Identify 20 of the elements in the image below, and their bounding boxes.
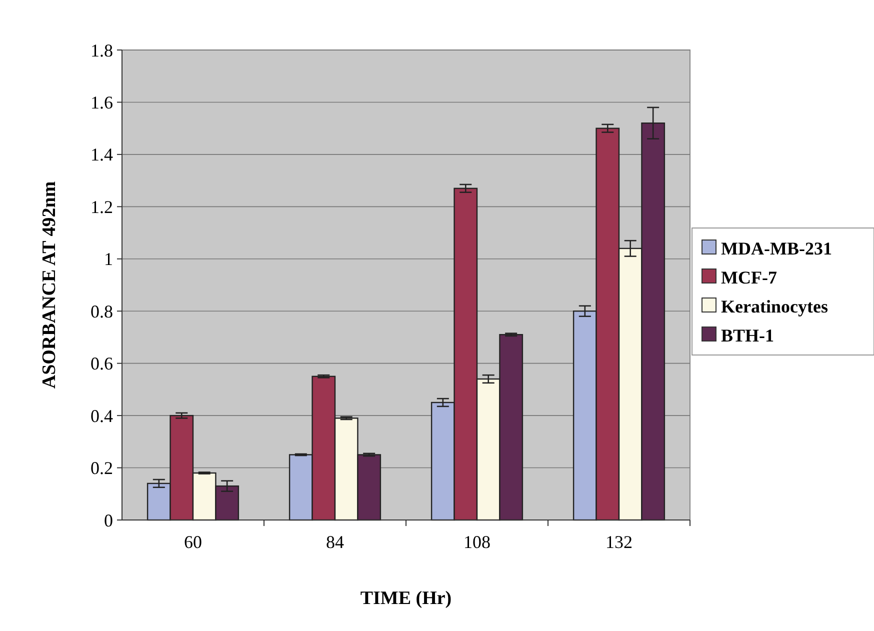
y-axis-title: ASORBANCE AT 492nm xyxy=(39,181,60,389)
x-axis-title: TIME (Hr) xyxy=(360,588,452,609)
y-tick-label: 0.8 xyxy=(90,301,113,322)
y-tick-label: 0.2 xyxy=(90,458,113,478)
y-tick-label: 0.6 xyxy=(90,354,113,374)
legend-label: MDA-MB-231 xyxy=(721,238,832,258)
y-tick-label: 1.4 xyxy=(90,144,113,165)
x-tick-label: 108 xyxy=(464,532,490,552)
y-tick-label: 1.6 xyxy=(90,92,113,113)
y-tick-label: 1.8 xyxy=(90,40,113,60)
legend-label: Keratinocytes xyxy=(721,296,828,316)
y-tick-label: 1 xyxy=(104,249,113,270)
x-tick-label: 132 xyxy=(606,532,632,552)
legend-label: MCF-7 xyxy=(721,267,777,288)
legend-label: BTH-1 xyxy=(721,325,774,346)
y-tick-label: 0 xyxy=(104,510,113,530)
y-tick-label: 1.2 xyxy=(90,196,113,217)
y-tick-label: 0.4 xyxy=(90,406,113,426)
x-tick-label: 60 xyxy=(184,532,202,552)
x-tick-label: 84 xyxy=(326,532,344,552)
